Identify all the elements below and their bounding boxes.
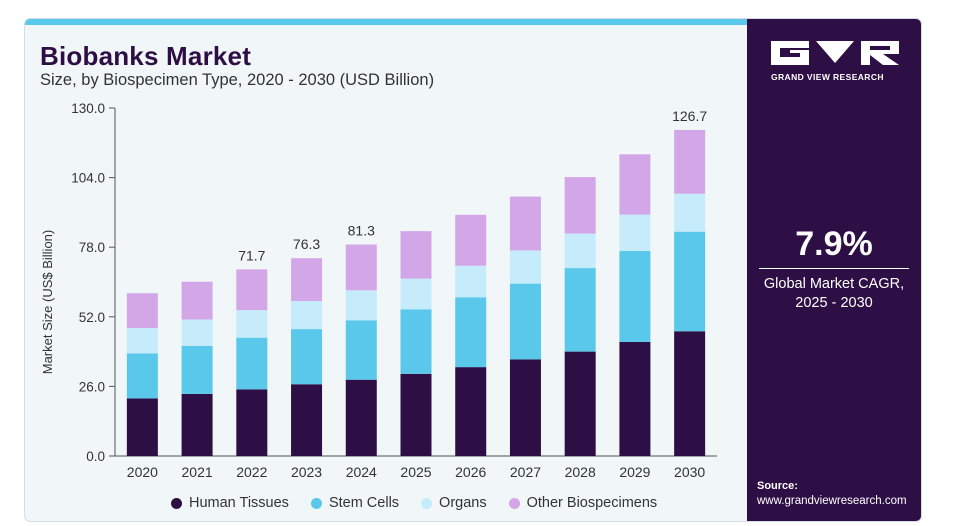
- bar-stem-cells-2030: [674, 231, 706, 332]
- bar-other-biospecimens-2024: [345, 244, 377, 291]
- legend-label: Other Biospecimens: [526, 495, 658, 511]
- gvr-logo-icon: [771, 41, 899, 65]
- x-tick-label: 2021: [182, 464, 213, 480]
- x-tick-label: 2025: [400, 464, 431, 480]
- legend-dot-icon: [310, 497, 322, 509]
- data-label-2024: 81.3: [348, 223, 375, 239]
- legend-label: Organs: [439, 495, 487, 511]
- logo-text: GRAND VIEW RESEARCH: [771, 72, 884, 82]
- x-tick-label: 2027: [510, 464, 541, 480]
- y-tick-label: 78.0: [79, 240, 105, 255]
- bar-other-biospecimens-2029: [619, 154, 651, 215]
- bar-other-biospecimens-2022: [236, 269, 268, 311]
- bar-stem-cells-2023: [291, 329, 323, 385]
- data-label-2022: 71.7: [238, 247, 265, 263]
- x-tick-label: 2023: [291, 464, 322, 480]
- bar-human-tissues-2023: [291, 384, 323, 456]
- cagr-label-line1: Global Market CAGR,: [763, 276, 905, 292]
- x-tick-label: 2020: [127, 464, 158, 480]
- data-label-2023: 76.3: [293, 236, 320, 252]
- bar-human-tissues-2026: [455, 367, 487, 456]
- legend-label: Human Tissues: [189, 495, 289, 511]
- x-tick-label: 2026: [455, 464, 486, 480]
- chart-title: Biobanks Market: [40, 41, 252, 71]
- bar-other-biospecimens-2026: [455, 214, 487, 266]
- bar-stem-cells-2021: [181, 345, 213, 394]
- bar-organs-2024: [345, 290, 377, 321]
- bar-stem-cells-2022: [236, 337, 268, 390]
- bar-stem-cells-2020: [126, 353, 158, 399]
- bar-other-biospecimens-2021: [181, 281, 213, 320]
- bar-human-tissues-2024: [345, 379, 377, 456]
- x-tick-label: 2030: [674, 464, 705, 480]
- bar-other-biospecimens-2023: [291, 258, 323, 302]
- y-tick-label: 104.0: [71, 171, 105, 186]
- report-card: 0.0 26.0 52.0 78.0 104.0 130.0 Market Size (US…: [24, 18, 922, 522]
- bar-human-tissues-2027: [509, 359, 541, 456]
- bar-other-biospecimens-2025: [400, 231, 432, 279]
- bar-human-tissues-2028: [564, 351, 596, 456]
- bar-organs-2021: [181, 319, 213, 346]
- bar-organs-2027: [509, 250, 541, 284]
- cagr-value: 7.9%: [795, 225, 873, 263]
- y-tick-label: 52.0: [79, 310, 105, 325]
- bar-stem-cells-2024: [345, 320, 377, 380]
- bar-chart: 0.0 26.0 52.0 78.0 104.0 130.0 Market Size (US…: [40, 101, 717, 480]
- bar-human-tissues-2029: [619, 341, 651, 456]
- x-tick-label: 2028: [565, 464, 596, 480]
- legend-item-other-biospecimens: Other Biospecimens: [508, 495, 658, 511]
- source-label: Source:: [757, 480, 798, 492]
- cagr-label-line2: 2025 - 2030: [795, 295, 873, 311]
- bar-other-biospecimens-2030: [674, 129, 706, 194]
- x-tick-label: 2029: [619, 464, 650, 480]
- y-tick-label: 130.0: [71, 101, 105, 116]
- bar-human-tissues-2021: [181, 393, 213, 456]
- sidebar-panel: GRAND VIEW RESEARCH 7.9% Global Market C…: [747, 19, 921, 521]
- legend-label: Stem Cells: [328, 495, 400, 511]
- x-tick-label: 2022: [236, 464, 267, 480]
- bar-organs-2020: [126, 328, 158, 354]
- bar-other-biospecimens-2028: [564, 177, 596, 234]
- bar-stem-cells-2026: [455, 297, 487, 368]
- bar-organs-2026: [455, 265, 487, 298]
- bar-organs-2023: [291, 301, 323, 330]
- legend-dot-icon: [421, 497, 433, 509]
- bar-stem-cells-2028: [564, 268, 596, 352]
- legend-item-organs: Organs: [421, 495, 487, 511]
- bar-stem-cells-2029: [619, 250, 651, 342]
- bar-other-biospecimens-2020: [126, 293, 158, 329]
- cagr-label: Global Market CAGR, 2025 - 2030: [747, 275, 921, 313]
- accent-top-bar: [25, 19, 747, 25]
- bar-stem-cells-2025: [400, 309, 432, 374]
- bar-human-tissues-2020: [126, 398, 158, 456]
- bar-organs-2030: [674, 193, 706, 232]
- data-label-2030: 126.7: [672, 108, 707, 124]
- bar-other-biospecimens-2027: [509, 196, 541, 251]
- chart-subtitle: Size, by Biospecimen Type, 2020 - 2030 (…: [40, 71, 435, 89]
- bar-stem-cells-2027: [509, 283, 541, 360]
- bar-organs-2025: [400, 278, 432, 310]
- bar-organs-2029: [619, 214, 651, 251]
- legend-item-human-tissues: Human Tissues: [171, 495, 289, 511]
- divider: [759, 268, 909, 269]
- legend-dot-icon: [508, 497, 520, 509]
- y-tick-label: 0.0: [86, 449, 105, 464]
- bar-human-tissues-2030: [674, 331, 706, 456]
- legend-item-stem-cells: Stem Cells: [310, 495, 400, 511]
- y-axis-title: Market Size (US$ Billion): [40, 230, 55, 375]
- bar-human-tissues-2025: [400, 373, 432, 456]
- x-tick-label: 2024: [346, 464, 377, 480]
- bar-organs-2028: [564, 233, 596, 269]
- bar-organs-2022: [236, 310, 268, 338]
- y-tick-label: 26.0: [79, 379, 105, 394]
- chart-legend: Human Tissues Stem Cells Organs Other Bi…: [171, 495, 679, 511]
- legend-dot-icon: [171, 497, 182, 509]
- source-link[interactable]: www.grandviewresearch.com: [757, 495, 907, 507]
- bar-human-tissues-2022: [236, 389, 268, 456]
- chart-panel: 0.0 26.0 52.0 78.0 104.0 130.0 Market Size (US…: [25, 25, 747, 521]
